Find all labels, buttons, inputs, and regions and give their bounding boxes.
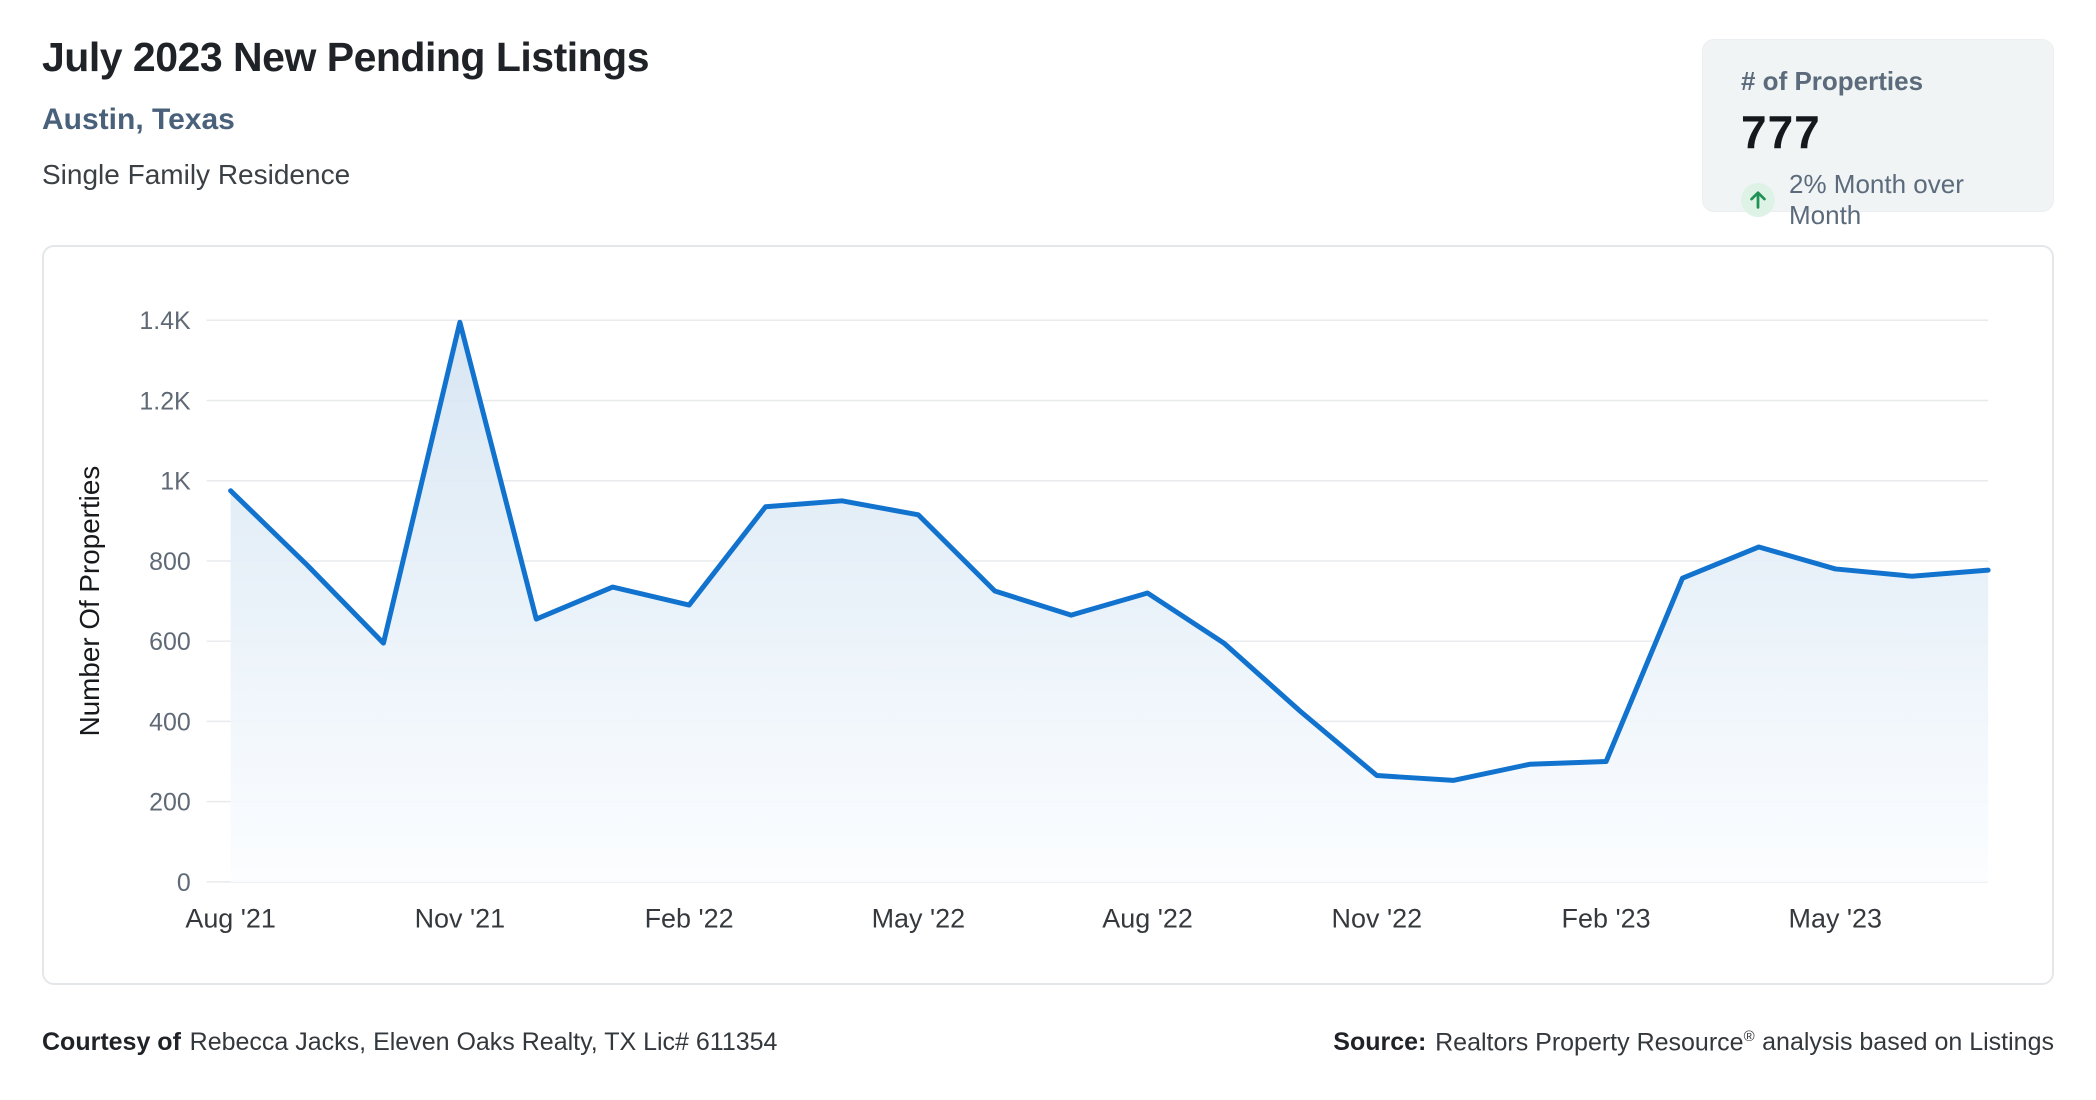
x-tick-label: Aug '22 <box>1102 903 1193 933</box>
pending-listings-area-chart: 0 200 400 600 800 1K 1.2K 1.4K Aug '21 Nov '21 Feb… <box>74 307 1991 933</box>
source-name: Realtors Property Resource <box>1435 1028 1744 1057</box>
y-tick-label: 1.2K <box>139 388 191 416</box>
arrow-up-icon <box>1741 183 1775 217</box>
y-tick-label: 200 <box>149 789 191 817</box>
stat-card-trend-row: 2% Month over Month <box>1741 169 2017 231</box>
y-tick-label: 400 <box>149 708 191 736</box>
report-footer: Courtesy of Rebecca Jacks, Eleven Oaks Re… <box>42 1028 2054 1057</box>
y-tick-label: 800 <box>149 548 191 576</box>
properties-stat-card: # of Properties 777 2% Month over Month <box>1702 39 2054 230</box>
registered-mark: ® <box>1743 1028 1755 1045</box>
y-tick-label: 1.4K <box>139 307 191 335</box>
courtesy-text: Courtesy of Rebecca Jacks, Eleven Oaks Re… <box>42 1028 777 1057</box>
x-tick-label: May '23 <box>1789 903 1882 933</box>
y-tick-label: 600 <box>149 628 191 656</box>
y-axis-title: Number Of Properties <box>74 466 105 737</box>
courtesy-label: Courtesy of <box>42 1028 181 1056</box>
x-tick-label: Aug '21 <box>185 903 276 933</box>
series-line <box>228 319 1991 783</box>
x-tick-label: Feb '22 <box>645 903 734 933</box>
source-text: Source: Realtors Property Resource® analys… <box>1333 1028 2054 1057</box>
courtesy-value: Rebecca Jacks, Eleven Oaks Realty, TX Li… <box>189 1028 778 1056</box>
x-tick-label: Nov '22 <box>1332 903 1422 933</box>
y-tick-label: 0 <box>177 869 191 897</box>
stat-card-label: # of Properties <box>1741 66 1924 96</box>
x-tick-label: Nov '21 <box>415 903 505 933</box>
x-tick-label: Feb '23 <box>1562 903 1651 933</box>
source-label: Source: <box>1333 1028 1427 1057</box>
page-location: Austin, Texas <box>42 103 235 136</box>
chart-panel: 0 200 400 600 800 1K 1.2K 1.4K Aug '21 Nov '21 Feb… <box>42 245 2054 985</box>
report-header: July 2023 New Pending Listings Austin, T… <box>42 34 650 191</box>
source-rest: analysis based on Listings <box>1762 1028 2054 1057</box>
page-title: July 2023 New Pending Listings <box>42 34 650 80</box>
property-type-label: Single Family Residence <box>42 159 351 190</box>
x-tick-label: May '22 <box>872 903 965 933</box>
trend-text: 2% Month over Month <box>1789 169 1964 230</box>
y-tick-label: 1K <box>160 468 191 496</box>
area-fill <box>230 322 1989 882</box>
stat-card-value: 777 <box>1741 106 1821 158</box>
